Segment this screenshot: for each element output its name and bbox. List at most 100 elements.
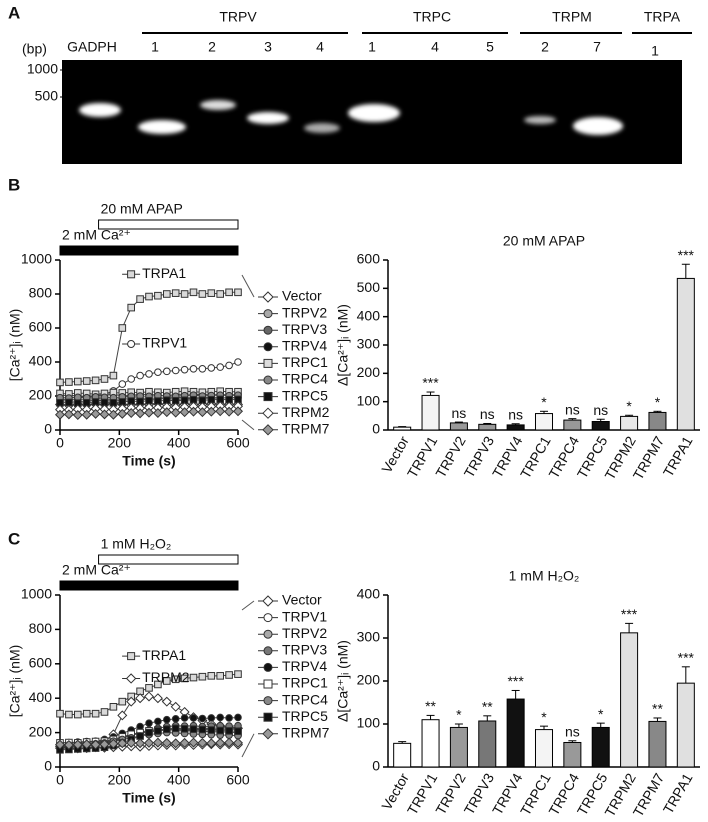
point (90, 739, 101, 750)
legend-label: TRPM7 (282, 421, 330, 437)
point (180, 674, 189, 683)
point (234, 288, 242, 297)
point (189, 673, 198, 682)
legend-label: TRPV4 (282, 658, 327, 674)
x-tick-label: 400 (167, 435, 191, 451)
gel-marker: 1000 (27, 61, 58, 77)
y-tick-label: 400 (29, 689, 53, 705)
point (54, 739, 66, 750)
bar (393, 426, 412, 431)
point (234, 358, 242, 366)
group-label: TRPA (644, 9, 681, 25)
y-tick-label: 0 (44, 758, 52, 774)
point (63, 739, 74, 750)
x-tick-label: 400 (167, 772, 191, 788)
point (81, 409, 92, 420)
bar (563, 419, 582, 431)
y-tick-label: 300 (357, 336, 381, 352)
y-tick-label: 200 (29, 723, 53, 739)
y-tick-label: 200 (29, 387, 53, 403)
point (65, 398, 73, 407)
legend-label: TRPM7 (282, 725, 330, 741)
point (126, 407, 137, 419)
point (65, 378, 73, 386)
point (180, 725, 189, 733)
point (163, 715, 171, 724)
point (117, 408, 128, 419)
point (263, 679, 273, 689)
point (65, 710, 73, 719)
point (225, 361, 233, 370)
point (262, 728, 274, 740)
y-tick-label: 400 (357, 307, 381, 323)
point (262, 595, 274, 607)
significance-label: * (655, 394, 661, 410)
y-tick-label: 100 (357, 715, 381, 731)
point (207, 726, 216, 734)
point (197, 407, 208, 418)
point (189, 725, 198, 733)
bar (478, 720, 497, 768)
point (145, 684, 153, 692)
point (108, 409, 119, 420)
y-tick-label: 200 (357, 672, 381, 688)
legend-bracket (241, 419, 255, 431)
point (56, 378, 64, 387)
point (263, 613, 273, 623)
stimulus-bar (59, 245, 239, 256)
point (225, 671, 233, 679)
point (225, 727, 233, 735)
stimulus-bar (98, 554, 239, 565)
legend-label: TRPV4 (282, 338, 327, 354)
point (99, 409, 110, 420)
point (135, 693, 146, 704)
series-label: TRPA1 (142, 647, 186, 663)
significance-label: * (598, 706, 604, 722)
point (170, 738, 181, 749)
y-tick-label: 1000 (21, 586, 52, 602)
point (170, 701, 181, 712)
bar (591, 421, 610, 431)
point (154, 368, 162, 377)
point (206, 738, 217, 749)
x-tick-label: 200 (108, 772, 132, 788)
panel-label: A (8, 3, 20, 22)
group-label: TRPM (552, 9, 592, 25)
significance-label: ** (425, 698, 436, 714)
y-tick-label: 0 (372, 758, 380, 774)
point (234, 670, 242, 678)
point (135, 738, 146, 749)
bar (421, 394, 440, 431)
point (180, 290, 189, 298)
point (188, 406, 199, 417)
point (118, 380, 127, 388)
series-label: TRPM2 (142, 669, 190, 685)
legend-bracket (241, 733, 255, 758)
point (90, 408, 101, 419)
point (225, 714, 233, 722)
point (216, 363, 224, 371)
point (56, 709, 64, 718)
significance-label: ns (593, 402, 608, 418)
point (54, 409, 66, 420)
bar (449, 422, 468, 431)
point (180, 714, 189, 722)
point (197, 737, 208, 748)
point (224, 737, 235, 748)
point (109, 371, 118, 380)
point (163, 677, 171, 685)
point (136, 371, 144, 380)
point (100, 375, 109, 383)
x-tick-label: 200 (108, 435, 132, 451)
point (263, 662, 273, 672)
point (216, 713, 224, 722)
series-label: TRPA1 (142, 265, 186, 281)
x-axis-label: Time (s) (122, 453, 175, 469)
point (143, 737, 155, 748)
stimulus-label: 20 mM APAP (101, 201, 183, 217)
lane-label: 4 (316, 39, 324, 55)
point (127, 652, 136, 661)
bar (591, 726, 610, 768)
y-tick-label: 400 (29, 353, 53, 369)
point (179, 737, 190, 748)
